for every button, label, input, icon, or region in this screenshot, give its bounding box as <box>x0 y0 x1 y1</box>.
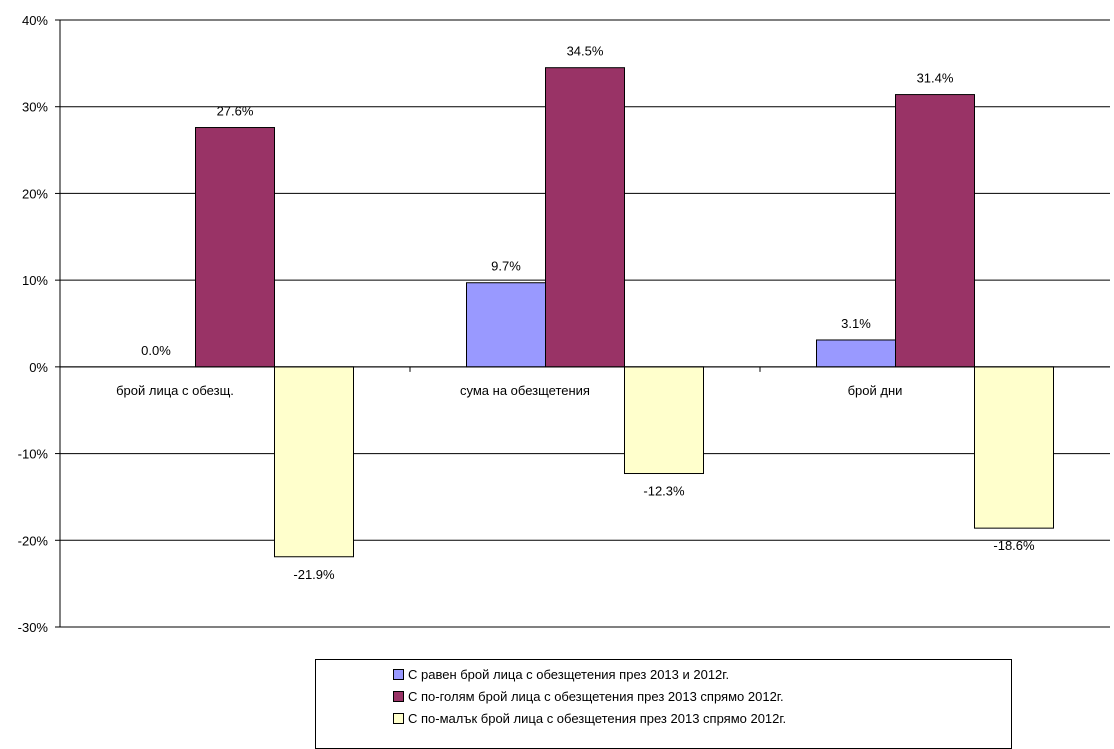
y-tick-label: -30% <box>18 620 49 635</box>
legend-label-smaller: С по-малък брой лица с обезщетения през … <box>408 710 787 726</box>
data-label: 31.4% <box>917 71 954 86</box>
y-tick-label: 40% <box>22 13 48 28</box>
data-label: -21.9% <box>293 567 335 582</box>
legend-label-equal: С равен брой лица с обезщетения през 201… <box>408 666 730 682</box>
data-label: 34.5% <box>567 44 604 59</box>
legend-item-smaller: С по-малък брой лица с обезщетения през … <box>393 708 786 728</box>
data-label: 3.1% <box>841 316 871 331</box>
data-label: -18.6% <box>993 538 1035 553</box>
x-tick-label: сума на обезщетения <box>460 383 590 398</box>
legend-swatch-equal <box>393 668 404 680</box>
y-tick-label: 0% <box>29 360 48 375</box>
bar <box>466 282 546 368</box>
bar <box>624 366 704 475</box>
legend-item-equal: С равен брой лица с обезщетения през 201… <box>393 664 729 684</box>
chart-legend: С равен брой лица с обезщетения през 201… <box>315 659 1012 749</box>
data-label: 27.6% <box>217 104 254 119</box>
y-tick-label: 10% <box>22 273 48 288</box>
legend-item-greater: С по-голям брой лица с обезщетения през … <box>393 686 784 706</box>
bar <box>974 366 1054 529</box>
bar <box>895 94 975 368</box>
bar <box>816 339 896 368</box>
bar <box>545 67 625 368</box>
x-tick-label: брой лица с обезщ. <box>116 383 234 398</box>
legend-swatch-smaller <box>393 712 404 724</box>
y-tick-label: -20% <box>18 533 49 548</box>
data-label: 9.7% <box>491 259 521 274</box>
data-label: 0.0% <box>141 343 171 358</box>
data-label: -12.3% <box>643 484 685 499</box>
y-tick-label: 20% <box>22 186 48 201</box>
bar <box>274 366 354 558</box>
y-tick-label: 30% <box>22 100 48 115</box>
x-tick-label: брой дни <box>848 383 903 398</box>
y-tick-label: -10% <box>18 447 49 462</box>
bar <box>195 127 275 368</box>
legend-label-greater: С по-голям брой лица с обезщетения през … <box>408 688 784 704</box>
legend-swatch-greater <box>393 690 404 702</box>
